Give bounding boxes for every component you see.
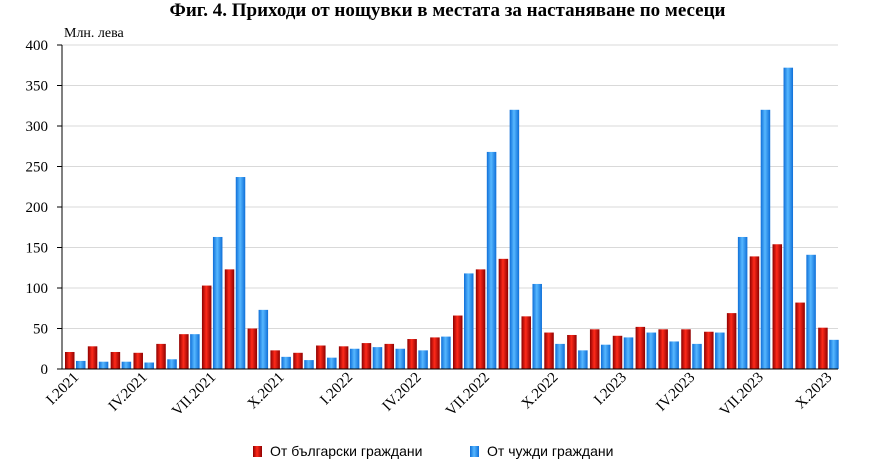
bar-foreign: 34: [669, 341, 679, 369]
bar-foreign: 23: [578, 350, 588, 369]
bar-bulgarian: 28: [87, 346, 98, 369]
bars: 2110289219208311243431031631232375073231…: [65, 67, 839, 370]
bar-foreign: 8: [144, 362, 154, 369]
x-tick-label: X.2022: [519, 370, 562, 413]
bar-foreign: 27: [372, 347, 383, 369]
y-tick-label: 350: [26, 79, 49, 95]
bar-foreign: 10: [76, 360, 86, 369]
bar-foreign: 320: [760, 109, 771, 370]
bar-bulgarian: 49: [658, 329, 668, 369]
bar-bulgarian: 41: [612, 335, 623, 369]
x-tick-label: X.2021: [245, 370, 288, 413]
bar-bulgarian: 136: [498, 258, 509, 369]
x-tick-label: IV.2022: [380, 370, 425, 415]
bar-bulgarian: 103: [201, 285, 212, 369]
bar-bulgarian: 49: [681, 329, 691, 369]
bar-bulgarian: 65: [521, 316, 531, 369]
x-tick-label: I.2022: [317, 370, 356, 409]
x-tick-label: VII.2021: [169, 370, 219, 420]
bar-bulgarian: 45: [544, 332, 554, 369]
bar-bulgarian: 49: [589, 329, 600, 369]
bar-bulgarian: 31: [384, 343, 395, 369]
x-tick-label: VII.2023: [717, 370, 767, 420]
bar-bulgarian: 21: [65, 351, 75, 369]
bar-foreign: 141: [806, 254, 816, 369]
y-tick-label: 400: [26, 38, 49, 54]
legend-swatch-bulgarian: [253, 446, 262, 457]
bar-foreign: 73: [258, 309, 269, 369]
bar-foreign: 9: [121, 361, 132, 369]
y-tick-label: 100: [26, 281, 49, 297]
bar-foreign: 268: [486, 151, 497, 369]
bar-foreign: 237: [235, 177, 246, 369]
bar-bulgarian: 139: [749, 256, 760, 369]
legend-label-bulgarian: От български граждани: [270, 443, 422, 459]
bar-foreign: 45: [715, 332, 725, 369]
bar-bulgarian: 28: [338, 346, 349, 369]
bar-bulgarian: 39: [430, 337, 440, 369]
bar-foreign: 25: [395, 348, 406, 369]
bar-bulgarian: 52: [635, 326, 646, 369]
bar-bulgarian: 123: [224, 269, 235, 369]
x-tick-label: I.2021: [44, 370, 83, 409]
y-axis-label: Млн. лева: [64, 26, 125, 41]
y-tick-label: 250: [26, 160, 49, 176]
legend-label-foreign: От чужди граждани: [487, 443, 613, 459]
x-tick-label: X.2023: [793, 370, 836, 413]
bar-bulgarian: 31: [156, 343, 166, 369]
bar-bulgarian: 51: [818, 327, 828, 369]
bar-foreign: 118: [464, 273, 474, 369]
bar-foreign: 36: [829, 339, 839, 369]
bar-foreign: 39: [623, 337, 634, 369]
bar-foreign: 105: [532, 283, 542, 369]
bar-bulgarian: 23: [270, 350, 280, 369]
chart-title: Фиг. 4. Приходи от нощувки в местата за …: [169, 0, 726, 21]
bar-bulgarian: 46: [704, 331, 714, 369]
bar-bulgarian: 32: [361, 343, 372, 369]
y-tick-label: 0: [41, 362, 49, 378]
y-tick-label: 300: [26, 119, 49, 135]
y-tick-label: 150: [26, 241, 49, 257]
bar-foreign: 11: [304, 360, 314, 369]
bar-foreign: 14: [327, 357, 337, 369]
bar-bulgarian: 37: [407, 339, 417, 369]
bar-foreign: 15: [281, 356, 291, 369]
bar-bulgarian: 29: [316, 345, 326, 369]
x-tick-label: I.2023: [591, 370, 630, 409]
bar-bulgarian: 154: [772, 244, 783, 369]
bar-bulgarian: 21: [110, 351, 121, 369]
bar-bulgarian: 42: [567, 334, 577, 369]
bar-bulgarian: 123: [475, 269, 486, 369]
bar-bulgarian: 20: [133, 352, 143, 369]
y-tick-label: 200: [26, 200, 49, 216]
gridlines: [62, 44, 838, 329]
bar-foreign: 43: [190, 334, 200, 369]
bar-bulgarian: 69: [726, 313, 737, 369]
y-tick-label: 50: [33, 322, 48, 338]
bar-foreign: 31: [555, 343, 565, 369]
bar-bulgarian: 43: [179, 334, 189, 369]
bar-bulgarian: 50: [247, 328, 258, 369]
x-tick-label: IV.2021: [106, 370, 151, 415]
bar-foreign: 45: [646, 332, 657, 369]
bar-foreign: 31: [692, 343, 702, 369]
bar-foreign: 372: [783, 67, 794, 370]
bar-foreign: 30: [600, 344, 611, 369]
x-tick-label: IV.2023: [653, 370, 698, 415]
bar-foreign: 163: [737, 236, 748, 369]
legend-swatch-foreign: [470, 446, 479, 457]
bar-foreign: 40: [441, 336, 451, 369]
bar-foreign: 23: [418, 350, 428, 369]
bar-foreign: 320: [509, 109, 520, 370]
x-tick-label: VII.2022: [443, 370, 493, 420]
bar-bulgarian: 66: [453, 315, 463, 369]
bar-foreign: 163: [212, 236, 223, 369]
bar-bulgarian: 82: [795, 302, 805, 369]
bar-foreign: 12: [167, 359, 177, 369]
bar-foreign: 9: [98, 361, 109, 369]
bar-foreign: 25: [349, 348, 360, 369]
legend: От български граждани От чужди граждани: [253, 443, 613, 459]
bar-bulgarian: 20: [293, 352, 303, 369]
